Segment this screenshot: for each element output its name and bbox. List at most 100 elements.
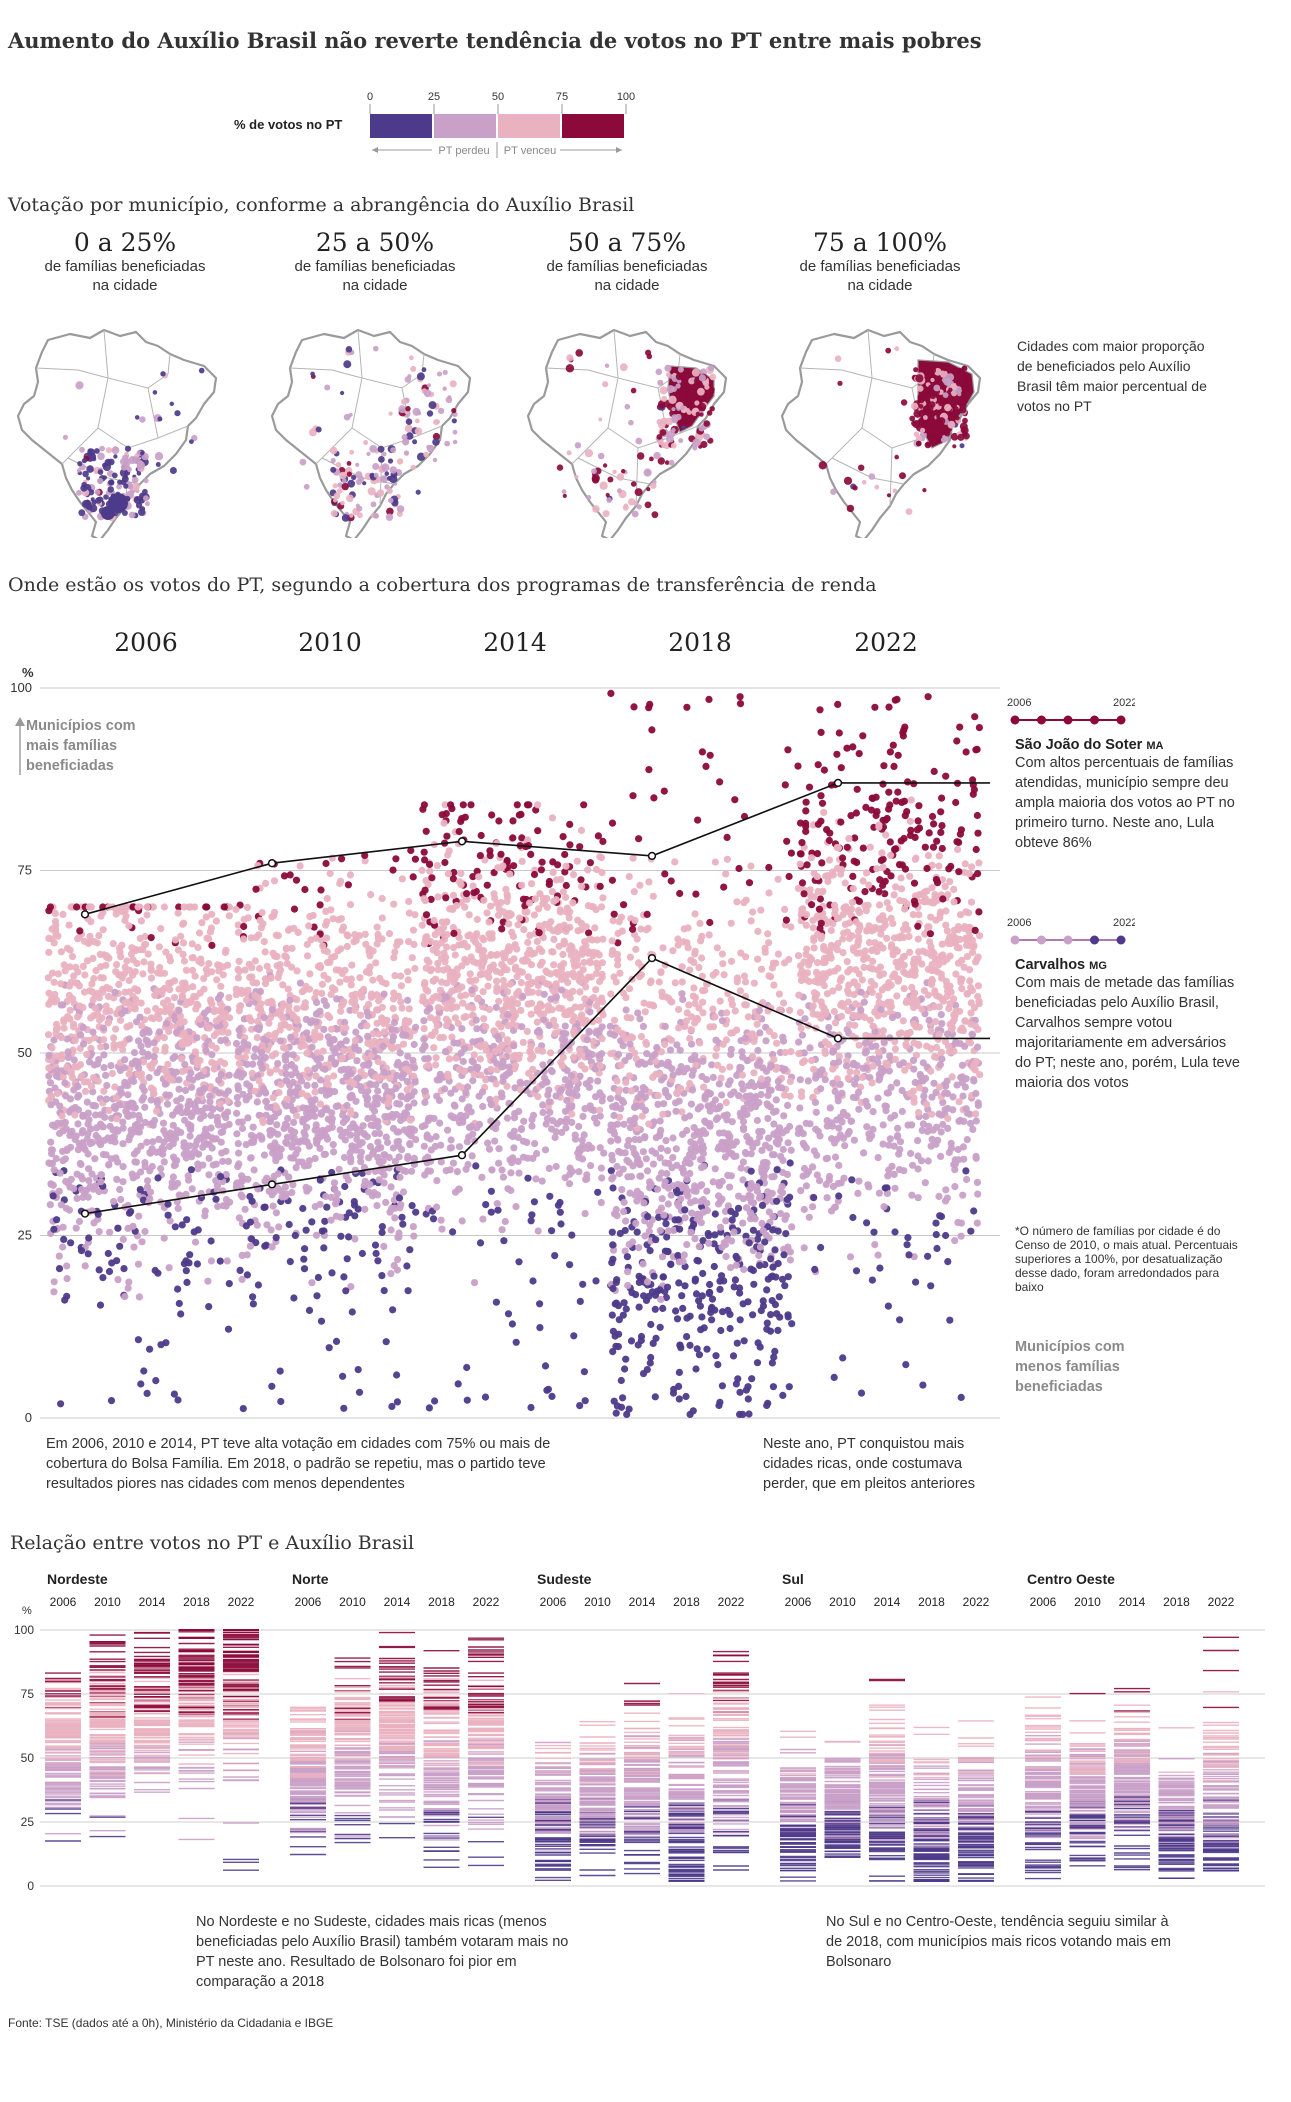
municipality-point bbox=[277, 1397, 285, 1406]
municipality-point bbox=[155, 1014, 163, 1023]
municipality-point bbox=[331, 1185, 339, 1193]
municipality-point bbox=[351, 931, 359, 939]
municipality-point bbox=[367, 1068, 375, 1076]
municipality-dot bbox=[143, 495, 149, 502]
municipality-point bbox=[122, 912, 130, 920]
municipality-point bbox=[436, 1073, 444, 1081]
municipality-point bbox=[598, 998, 607, 1006]
municipality-point bbox=[274, 1060, 282, 1068]
municipality-dot bbox=[675, 373, 683, 381]
municipality-point bbox=[765, 863, 773, 872]
municipality-point bbox=[491, 1047, 499, 1055]
municipality-point bbox=[153, 1069, 161, 1077]
municipality-point bbox=[497, 1089, 506, 1097]
municipality-dot bbox=[661, 395, 668, 402]
municipality-point bbox=[775, 1083, 783, 1092]
municipality-point bbox=[459, 940, 467, 949]
municipality-point bbox=[309, 911, 317, 920]
municipality-point bbox=[475, 873, 483, 881]
municipality-point bbox=[568, 1231, 576, 1239]
municipality-point bbox=[480, 936, 488, 944]
municipality-point bbox=[599, 935, 607, 943]
municipality-point bbox=[139, 1048, 147, 1056]
municipality-dot bbox=[658, 420, 666, 429]
municipality-point bbox=[699, 987, 707, 995]
municipality-point bbox=[222, 1147, 230, 1155]
municipality-point bbox=[441, 801, 449, 809]
municipality-dot bbox=[940, 370, 948, 378]
municipality-point bbox=[515, 811, 523, 819]
municipality-dot bbox=[900, 399, 908, 406]
municipality-point bbox=[388, 1044, 396, 1053]
municipality-dot bbox=[80, 484, 88, 492]
municipality-point bbox=[242, 1096, 250, 1104]
municipality-dot bbox=[315, 426, 322, 433]
municipality-dot bbox=[405, 418, 413, 425]
municipality-point bbox=[270, 877, 279, 885]
municipality-point bbox=[581, 995, 589, 1003]
municipality-dot bbox=[113, 454, 118, 459]
municipality-point bbox=[45, 948, 53, 956]
municipality-point bbox=[64, 1013, 72, 1021]
municipality-point bbox=[404, 1152, 412, 1161]
municipality-point bbox=[84, 1130, 92, 1138]
municipality-point bbox=[428, 1031, 436, 1039]
municipality-point bbox=[782, 1230, 790, 1238]
municipality-point bbox=[234, 974, 242, 982]
municipality-point bbox=[380, 990, 388, 998]
municipality-point bbox=[439, 966, 448, 974]
municipality-point bbox=[756, 1029, 764, 1037]
municipality-dot bbox=[134, 496, 139, 501]
municipality-point bbox=[487, 1208, 495, 1216]
municipality-dot bbox=[401, 398, 408, 405]
map-panel-head-2: 25 a 50% de famílias beneficiadas na cid… bbox=[265, 228, 485, 295]
municipality-point bbox=[217, 1058, 225, 1066]
municipality-dot bbox=[432, 432, 440, 441]
municipality-point bbox=[662, 1293, 671, 1302]
municipality-point bbox=[540, 1067, 548, 1076]
municipality-dot bbox=[952, 403, 957, 409]
municipality-point bbox=[541, 1362, 550, 1370]
municipality-point bbox=[499, 862, 507, 870]
municipality-point bbox=[475, 1120, 484, 1128]
municipality-dot bbox=[680, 405, 686, 411]
municipality-point bbox=[678, 1292, 686, 1300]
municipality-dot bbox=[659, 429, 667, 436]
municipality-point bbox=[225, 912, 233, 920]
municipality-point bbox=[375, 1176, 383, 1184]
municipality-point bbox=[338, 855, 346, 863]
municipality-point bbox=[391, 1157, 399, 1165]
municipality-point bbox=[72, 963, 80, 971]
municipality-point bbox=[342, 1024, 350, 1032]
municipality-point bbox=[196, 1015, 204, 1023]
municipality-point bbox=[592, 1002, 601, 1010]
municipality-point bbox=[215, 1076, 223, 1084]
municipality-point bbox=[471, 933, 479, 941]
municipality-point bbox=[205, 1171, 213, 1179]
municipality-point bbox=[141, 1163, 149, 1171]
municipality-dot bbox=[386, 488, 393, 494]
municipality-point bbox=[557, 962, 565, 970]
municipality-point bbox=[372, 1073, 380, 1081]
municipality-point bbox=[550, 961, 558, 969]
municipality-point bbox=[428, 874, 436, 882]
municipality-point bbox=[249, 979, 257, 987]
municipality-dot bbox=[947, 420, 956, 429]
municipality-point bbox=[234, 1085, 242, 1093]
municipality-point bbox=[374, 1117, 382, 1126]
municipality-point bbox=[115, 971, 123, 979]
state-border bbox=[289, 367, 363, 379]
municipality-point bbox=[178, 993, 187, 1001]
municipality-dot bbox=[651, 511, 659, 519]
municipality-point bbox=[526, 1047, 534, 1055]
municipality-point bbox=[85, 903, 93, 911]
municipality-dot bbox=[927, 433, 934, 441]
municipality-point bbox=[337, 877, 345, 885]
municipality-dot bbox=[107, 458, 115, 466]
municipality-point bbox=[303, 1187, 311, 1195]
municipality-point bbox=[240, 922, 248, 931]
municipality-dot bbox=[574, 474, 579, 479]
municipality-dot bbox=[956, 367, 963, 374]
municipality-point bbox=[238, 1044, 246, 1053]
municipality-point bbox=[545, 877, 554, 886]
